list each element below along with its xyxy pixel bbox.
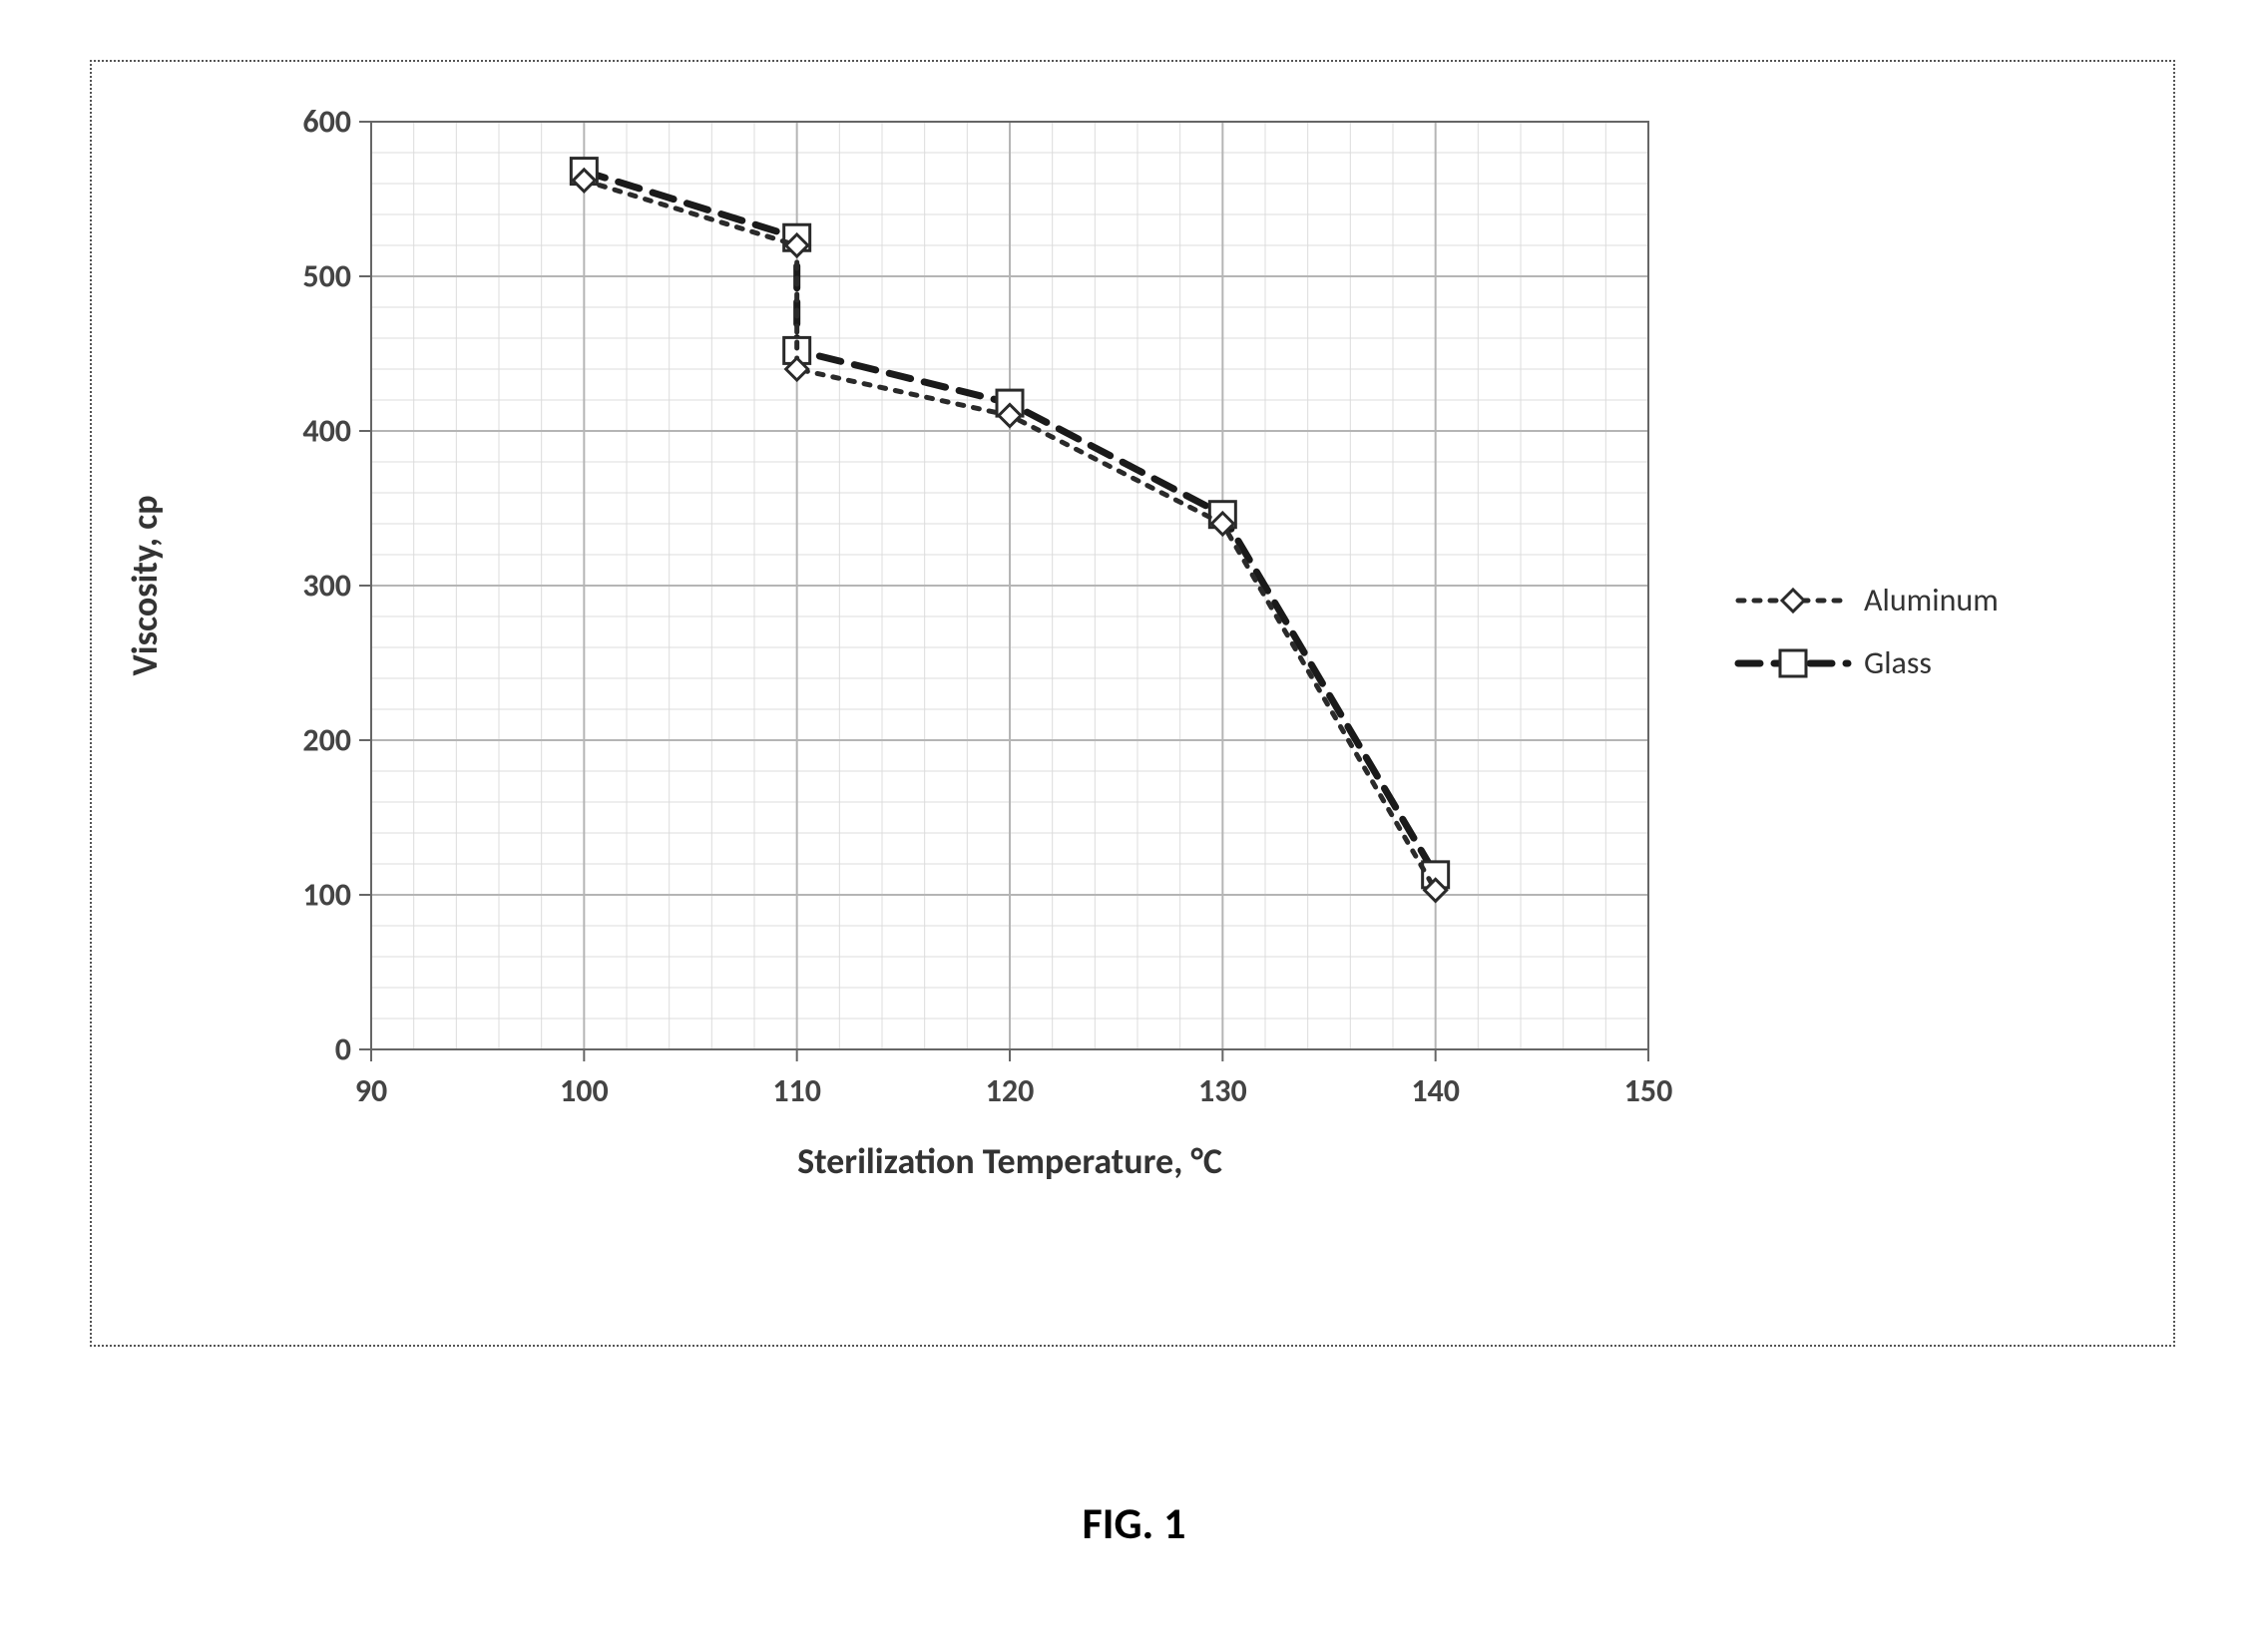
legend: Aluminum Glass bbox=[1738, 581, 1999, 706]
y-tick-label: 200 bbox=[281, 721, 351, 760]
y-tick-label: 300 bbox=[281, 567, 351, 606]
y-tick-label: 600 bbox=[281, 103, 351, 142]
legend-label: Aluminum bbox=[1864, 581, 1999, 619]
legend-label: Glass bbox=[1864, 643, 1932, 682]
y-axis-title: Viscosity, cp bbox=[123, 495, 167, 675]
y-tick-label: 500 bbox=[281, 257, 351, 296]
figure-caption: FIG. 1 bbox=[0, 1496, 2268, 1550]
x-tick-label: 100 bbox=[560, 1071, 609, 1110]
legend-swatch bbox=[1738, 587, 1848, 614]
legend-item: Aluminum bbox=[1738, 581, 1999, 619]
chart-frame: Viscosity, cp Sterilization Temperature,… bbox=[90, 60, 2175, 1347]
x-tick-label: 120 bbox=[986, 1071, 1035, 1110]
y-tick-label: 0 bbox=[281, 1030, 351, 1069]
x-axis-title: Sterilization Temperature, °C bbox=[797, 1139, 1222, 1183]
x-tick-label: 110 bbox=[772, 1071, 821, 1110]
plot-area bbox=[371, 122, 1648, 1049]
y-tick-label: 100 bbox=[281, 876, 351, 915]
x-tick-label: 90 bbox=[355, 1071, 387, 1110]
page-root: Viscosity, cp Sterilization Temperature,… bbox=[0, 0, 2268, 1638]
legend-swatch bbox=[1738, 649, 1848, 677]
plot-svg bbox=[371, 122, 1648, 1049]
legend-item: Glass bbox=[1738, 643, 1999, 682]
x-tick-label: 130 bbox=[1198, 1071, 1247, 1110]
x-tick-label: 150 bbox=[1624, 1071, 1673, 1110]
y-tick-label: 400 bbox=[281, 412, 351, 451]
x-tick-label: 140 bbox=[1411, 1071, 1460, 1110]
